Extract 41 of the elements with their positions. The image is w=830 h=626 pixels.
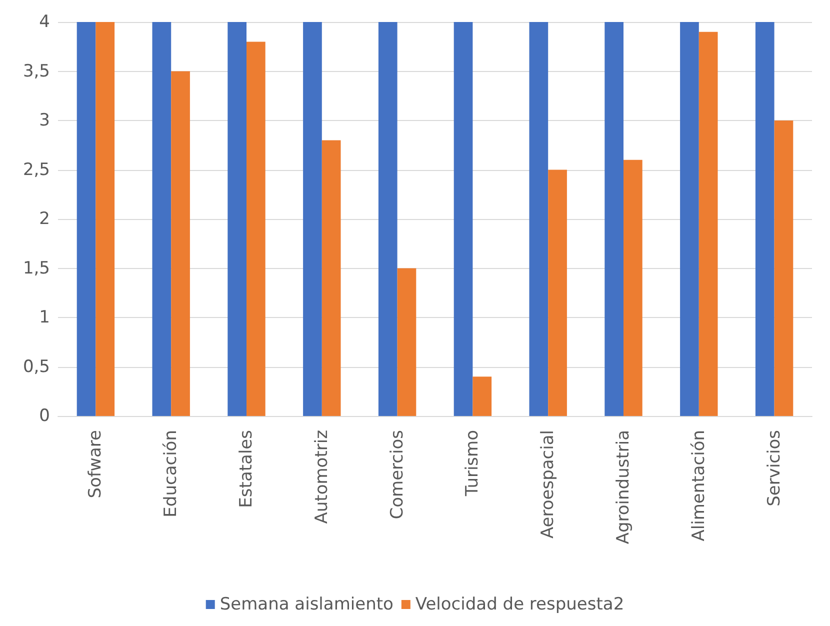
legend-label: Semana aislamiento (220, 594, 394, 614)
bar (228, 22, 246, 416)
bar (680, 22, 699, 416)
x-tick-label: Aeroespacial (538, 430, 558, 539)
bar (76, 22, 96, 416)
y-tick-label: 2 (39, 209, 50, 229)
x-tick-label: Servicios (764, 430, 784, 506)
y-tick-label: 0 (39, 406, 50, 426)
bar (624, 160, 642, 416)
bar (303, 22, 322, 416)
x-tick-label: Alimentación (688, 430, 709, 542)
y-tick-label: 0,5 (22, 356, 50, 377)
y-tick-label: 2,5 (22, 160, 50, 180)
bar (378, 22, 398, 416)
y-tick-label: 4 (39, 12, 50, 32)
x-tick-label: Agroindustria (614, 430, 634, 544)
bar (548, 170, 567, 416)
bar (96, 22, 115, 416)
x-tick-label: Sofware (86, 430, 106, 498)
x-tick-label: Estatales (236, 430, 256, 508)
bar (604, 22, 624, 416)
y-tick-label: 3 (39, 110, 50, 130)
bar (454, 22, 473, 416)
y-tick-label: 3,5 (22, 61, 50, 82)
bar (472, 376, 492, 416)
y-tick-label: 1,5 (22, 258, 50, 278)
x-tick-label: Automotriz (312, 430, 332, 524)
bar (755, 22, 774, 416)
bar (171, 71, 190, 416)
legend-label: Velocidad de respuesta2 (415, 594, 624, 614)
x-tick-label: Comercios (387, 430, 408, 520)
y-tick-label: 1 (39, 308, 50, 328)
x-tick-label: Educación (161, 430, 182, 518)
bar (698, 32, 718, 416)
bar (774, 120, 794, 416)
bar (152, 22, 172, 416)
bar (529, 22, 548, 416)
x-tick-label: Turismo (462, 430, 483, 498)
bar (246, 42, 266, 416)
bar (322, 140, 341, 416)
bar (397, 268, 416, 416)
